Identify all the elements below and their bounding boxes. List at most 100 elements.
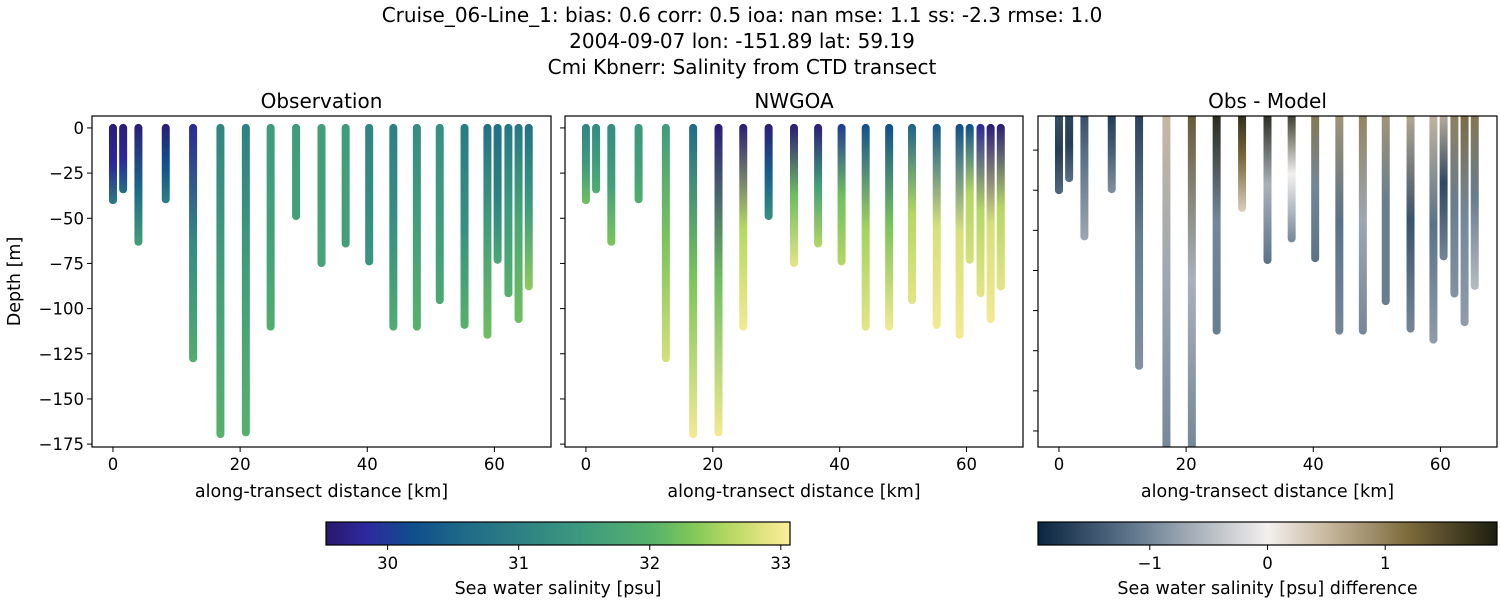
cast-profile (996, 123, 1005, 291)
cast-profile (504, 123, 513, 298)
cast-profile (1187, 116, 1196, 447)
colorbar-gradient (1037, 521, 1498, 546)
cast-profile (1212, 116, 1221, 335)
axes-frame (564, 115, 1024, 448)
colorbar-difference: −1 0 1 Sea water salinity [psu] difference (1037, 521, 1498, 599)
cast-profile (266, 123, 275, 331)
x-tick-label: 40 (1303, 455, 1324, 474)
cast-profile (739, 123, 748, 331)
cast-profile (885, 123, 894, 331)
cast-profile (514, 123, 523, 324)
x-tick-label: 20 (702, 455, 723, 474)
panel-diff: Obs - Model 0 20 40 60 along-transect distanc… (1033, 89, 1498, 502)
cast-profile (661, 123, 670, 363)
cast-profile (493, 123, 502, 264)
x-tick-label: 0 (1054, 455, 1065, 474)
y-tick-label: 0 (74, 119, 85, 138)
cast-profile (932, 123, 941, 329)
cast-profile (365, 123, 374, 266)
colorbar-tick-label: 1 (1380, 554, 1391, 573)
cast-profile (119, 123, 128, 194)
cast-profile (241, 123, 250, 437)
cast-profile (1065, 116, 1074, 183)
cast-profile (1311, 116, 1320, 263)
casts (108, 123, 533, 439)
cast-profile (161, 123, 170, 204)
cast-profile (965, 123, 974, 264)
panel-title: Observation (261, 89, 383, 113)
y-tick-label: −75 (49, 254, 84, 273)
colorbar-tick-label: 30 (377, 554, 398, 573)
cast-profile (1080, 116, 1089, 241)
cast-profile (435, 123, 444, 305)
cast-profile (814, 123, 823, 248)
cast-profile (483, 123, 492, 339)
cast-profile (955, 123, 964, 339)
x-tick-label: 40 (357, 455, 378, 474)
figure-title-line-3: Cmi Kbnerr: Salinity from CTD transect (548, 55, 937, 79)
cast-profile (861, 123, 870, 331)
casts (581, 123, 1005, 439)
axes-frame (1037, 115, 1498, 448)
x-tick-label: 60 (484, 455, 505, 474)
cast-profile (1287, 116, 1296, 243)
colorbar-label: Sea water salinity [psu] difference (1117, 579, 1417, 599)
y-tick-label: −25 (49, 164, 84, 183)
cast-profile (1107, 116, 1116, 194)
cast-profile (592, 123, 601, 194)
panel-title: Obs - Model (1208, 89, 1327, 113)
y-tick-label: −150 (39, 390, 84, 409)
figure-title-line-2: 2004-09-07 lon: -151.89 lat: 59.19 (569, 29, 915, 53)
colorbar-tick-label: 0 (1262, 554, 1273, 573)
colorbar-tick-label: −1 (1138, 554, 1162, 573)
y-tick-label: −50 (49, 209, 84, 228)
cast-profile (1335, 116, 1344, 335)
x-tick-label: 0 (108, 455, 119, 474)
x-axis-label: along-transect distance [km] (1141, 482, 1394, 502)
y-tick-label: −100 (39, 300, 84, 319)
cast-profile (689, 123, 698, 439)
colorbar-tick-label: 32 (639, 554, 660, 573)
cast-profile (189, 123, 198, 363)
colorbar-tick-label: 31 (508, 554, 529, 573)
panel-title: NWGOA (754, 89, 834, 113)
cast-profile (764, 123, 773, 221)
y-tick-label: −125 (39, 345, 84, 364)
x-tick-label: 40 (829, 455, 850, 474)
cast-profile (907, 123, 916, 305)
x-axis-label: along-transect distance [km] (195, 482, 448, 502)
cast-profile (1450, 116, 1459, 298)
x-tick-label: 20 (230, 455, 251, 474)
cast-profile (1470, 116, 1479, 290)
cast-profile (317, 123, 326, 268)
x-axis-label: along-transect distance [km] (667, 482, 920, 502)
cast-profile (1429, 116, 1438, 344)
panel-obs: Observation 0 20 40 60 along-transect distanc… (5, 89, 552, 502)
colorbar-gradient (325, 521, 791, 546)
x-tick-label: 20 (1176, 455, 1197, 474)
cast-profile (389, 123, 398, 331)
cast-profile (1460, 116, 1469, 327)
casts (1054, 116, 1479, 447)
cast-profile (1439, 116, 1448, 261)
cast-profile (412, 123, 421, 331)
cast-profile (1238, 116, 1247, 212)
cast-profile (341, 123, 350, 248)
cast-profile (460, 123, 469, 329)
cast-profile (216, 123, 225, 439)
cast-profile (1406, 116, 1415, 333)
cast-profile (837, 123, 846, 266)
cast-profile (1358, 116, 1367, 335)
panel-model: NWGOA 0 20 40 60 along-transect distance [km] (560, 89, 1024, 502)
cast-profile (1162, 116, 1171, 447)
cast-profile (1381, 116, 1390, 306)
colorbar-tick-label: 33 (770, 554, 791, 573)
x-tick-label: 60 (956, 455, 977, 474)
x-tick-label: 60 (1430, 455, 1451, 474)
cast-profile (134, 123, 143, 246)
colorbar-salinity: 30 31 32 33 Sea water salinity [psu] (325, 521, 791, 599)
cast-profile (714, 123, 723, 437)
cast-profile (976, 123, 985, 298)
colorbar-label: Sea water salinity [psu] (455, 579, 662, 599)
